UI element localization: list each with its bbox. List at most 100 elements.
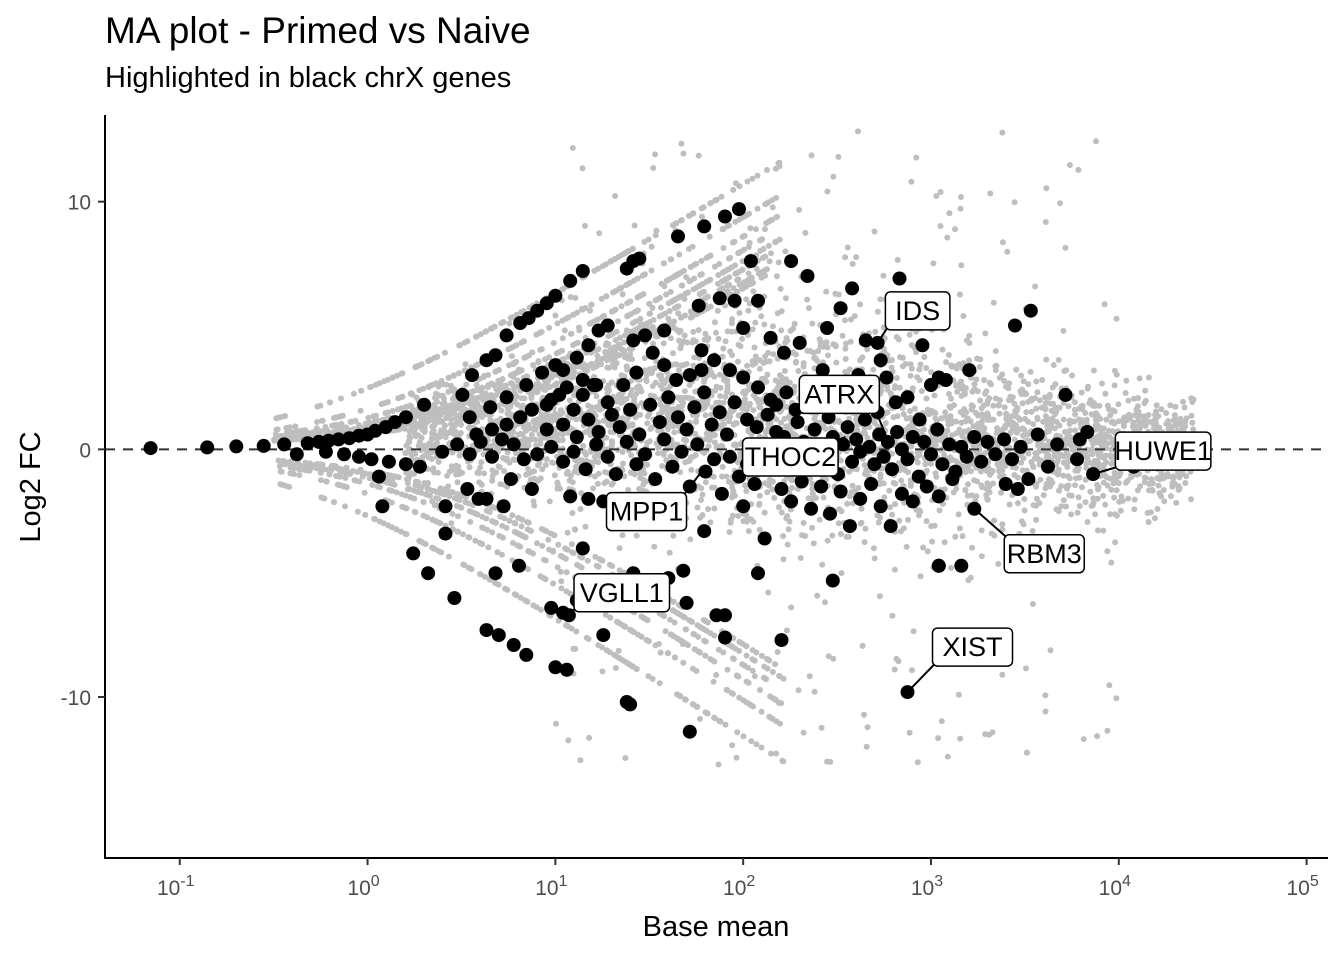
background-gene-point	[669, 454, 676, 461]
background-gene-point	[974, 388, 981, 395]
background-gene-point	[833, 359, 840, 366]
background-gene-point	[765, 242, 772, 249]
background-gene-point	[1111, 382, 1118, 389]
background-gene-point	[1013, 464, 1019, 471]
plot-subtitle: Highlighted in black chrX genes	[105, 62, 512, 94]
background-gene-point	[489, 477, 496, 484]
background-gene-point	[559, 335, 566, 342]
background-gene-point	[736, 694, 743, 701]
background-gene-point	[492, 519, 499, 526]
background-gene-point	[374, 483, 381, 490]
background-gene-point	[1046, 476, 1052, 483]
background-gene-point	[1001, 404, 1008, 411]
background-gene-point	[955, 511, 962, 518]
background-gene-point	[1019, 425, 1026, 432]
background-gene-point	[464, 338, 471, 345]
background-gene-point	[1020, 432, 1026, 439]
background-gene-point	[1085, 383, 1091, 390]
background-gene-point	[1153, 402, 1160, 409]
background-gene-point	[929, 538, 936, 545]
background-gene-point	[1094, 486, 1101, 493]
background-gene-point	[351, 477, 358, 484]
background-gene-point	[422, 541, 429, 548]
background-gene-point	[948, 395, 954, 402]
background-gene-point	[1135, 395, 1141, 401]
background-gene-point	[509, 512, 516, 519]
background-gene-point	[632, 318, 639, 325]
background-gene-point	[484, 527, 491, 533]
background-gene-point	[666, 308, 673, 314]
background-gene-point	[375, 417, 382, 424]
background-gene-point	[705, 443, 712, 450]
background-gene-point	[891, 566, 898, 573]
background-gene-point	[700, 625, 707, 632]
background-gene-point	[393, 526, 400, 533]
background-gene-point	[710, 678, 717, 685]
background-gene-point	[1115, 401, 1122, 408]
background-gene-point	[1006, 501, 1013, 508]
background-gene-point	[715, 335, 722, 342]
background-gene-point	[892, 501, 899, 508]
background-gene-point	[624, 365, 631, 372]
background-gene-point	[931, 392, 938, 399]
background-gene-point	[607, 614, 614, 621]
background-gene-point	[458, 504, 465, 511]
background-gene-point	[529, 349, 536, 356]
background-gene-point	[961, 406, 968, 413]
background-gene-point	[617, 334, 624, 341]
background-gene-point	[726, 281, 733, 288]
background-gene-point	[430, 517, 437, 524]
background-gene-point	[741, 279, 748, 286]
background-gene-point	[969, 544, 976, 551]
background-gene-point	[880, 272, 887, 279]
background-gene-point	[936, 507, 943, 514]
background-gene-point	[768, 250, 775, 257]
background-gene-point	[735, 358, 741, 365]
background-gene-point	[482, 328, 489, 335]
background-gene-point	[466, 464, 473, 471]
background-gene-point	[720, 421, 727, 428]
background-gene-point	[1167, 402, 1174, 409]
background-gene-point	[999, 521, 1006, 528]
background-gene-point	[785, 526, 792, 533]
background-gene-point	[477, 464, 484, 471]
background-gene-point	[551, 472, 558, 479]
background-gene-point	[599, 644, 606, 651]
background-gene-point	[1154, 506, 1161, 512]
background-gene-point	[521, 338, 527, 345]
background-gene-point	[1052, 404, 1059, 411]
background-gene-point	[1149, 486, 1156, 493]
background-gene-point	[457, 430, 464, 436]
background-gene-point	[408, 494, 414, 501]
background-gene-point	[719, 463, 726, 470]
background-gene-point	[973, 376, 980, 383]
background-gene-point	[350, 390, 357, 397]
background-gene-point	[561, 327, 568, 334]
background-gene-point	[707, 630, 714, 637]
background-gene-point	[659, 463, 666, 469]
background-gene-point	[448, 463, 455, 470]
background-gene-point	[1072, 427, 1078, 434]
background-gene-point	[534, 477, 541, 484]
background-gene-point	[677, 327, 684, 334]
background-gene-point	[787, 475, 794, 482]
background-gene-point	[628, 421, 635, 428]
background-gene-point	[1035, 442, 1041, 449]
background-gene-point	[809, 320, 816, 327]
background-gene-point	[489, 442, 495, 449]
background-gene-point	[1190, 396, 1197, 403]
background-gene-point	[1061, 453, 1068, 460]
background-gene-point	[1056, 487, 1062, 494]
background-gene-point	[914, 459, 921, 466]
background-gene-point	[456, 471, 463, 478]
background-gene-point	[711, 439, 718, 446]
background-gene-point	[445, 374, 452, 381]
background-gene-point	[1092, 511, 1099, 518]
background-gene-point	[730, 186, 737, 193]
background-gene-point	[372, 381, 379, 388]
background-gene-point	[546, 324, 553, 331]
background-gene-point	[442, 434, 449, 441]
background-gene-point	[629, 470, 636, 477]
background-gene-point	[987, 471, 993, 478]
background-gene-point	[835, 520, 842, 527]
